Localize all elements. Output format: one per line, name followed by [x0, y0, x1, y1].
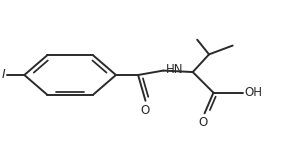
Text: O: O	[198, 116, 208, 129]
Text: OH: OH	[245, 86, 262, 99]
Text: O: O	[141, 104, 150, 117]
Text: I: I	[2, 69, 5, 81]
Text: HN: HN	[165, 63, 183, 76]
